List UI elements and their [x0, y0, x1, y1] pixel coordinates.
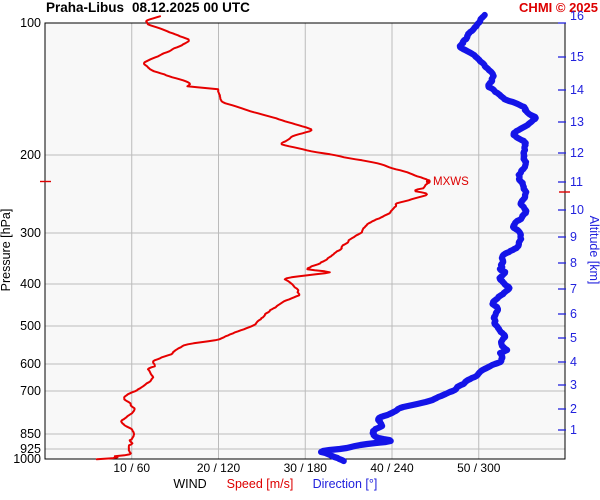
- svg-text:200: 200: [20, 148, 41, 162]
- svg-text:MXWS: MXWS: [433, 176, 469, 188]
- svg-text:5: 5: [570, 331, 577, 345]
- svg-text:14: 14: [570, 83, 584, 97]
- svg-text:20 / 120: 20 / 120: [197, 461, 241, 475]
- svg-text:Pressure [hPa]: Pressure [hPa]: [0, 209, 13, 292]
- svg-text:08.12.2025 00 UTC: 08.12.2025 00 UTC: [132, 0, 250, 15]
- svg-text:13: 13: [570, 115, 584, 129]
- svg-text:500: 500: [20, 319, 41, 333]
- svg-text:30 / 180: 30 / 180: [284, 461, 328, 475]
- svg-text:400: 400: [20, 277, 41, 291]
- svg-text:600: 600: [20, 357, 41, 371]
- svg-text:15: 15: [570, 50, 584, 64]
- svg-text:40 / 240: 40 / 240: [370, 461, 414, 475]
- svg-text:7: 7: [570, 282, 577, 296]
- svg-text:300: 300: [20, 226, 41, 240]
- svg-text:10: 10: [570, 203, 584, 217]
- svg-text:8: 8: [570, 256, 577, 270]
- svg-text:850: 850: [20, 427, 41, 441]
- svg-text:2: 2: [570, 402, 577, 416]
- svg-text:Praha-Libus: Praha-Libus: [46, 0, 124, 15]
- svg-text:700: 700: [20, 384, 41, 398]
- svg-text:100: 100: [20, 16, 41, 30]
- svg-text:3: 3: [570, 378, 577, 392]
- svg-text:6: 6: [570, 307, 577, 321]
- svg-text:Speed [m/s]: Speed [m/s]: [227, 477, 294, 491]
- svg-text:WIND: WIND: [173, 477, 206, 491]
- svg-text:CHMI © 2025: CHMI © 2025: [519, 0, 598, 15]
- svg-text:50 / 300: 50 / 300: [457, 461, 501, 475]
- svg-text:10 / 60: 10 / 60: [113, 461, 150, 475]
- svg-text:11: 11: [570, 175, 583, 189]
- svg-text:16: 16: [570, 9, 584, 23]
- svg-text:12: 12: [570, 146, 584, 160]
- svg-text:4: 4: [570, 355, 577, 369]
- svg-text:9: 9: [570, 230, 577, 244]
- svg-text:Direction [°]: Direction [°]: [313, 477, 378, 491]
- svg-text:Altitude [km]: Altitude [km]: [587, 216, 600, 285]
- svg-text:1: 1: [570, 423, 577, 437]
- svg-text:1000: 1000: [13, 452, 41, 466]
